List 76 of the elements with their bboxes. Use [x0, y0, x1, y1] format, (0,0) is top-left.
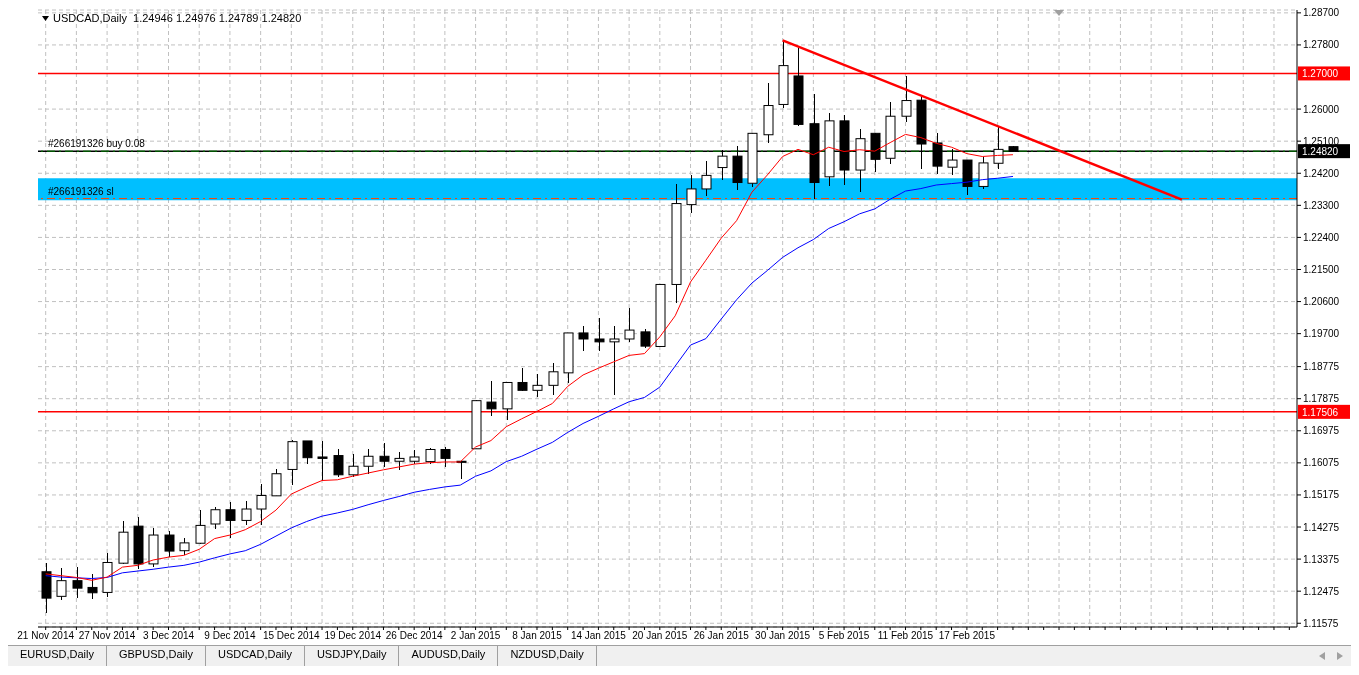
y-tick-label: 1.14275 [1303, 521, 1340, 533]
candlestick [640, 327, 651, 350]
text: NZDUSD,Daily [498, 646, 597, 666]
y-tick-label: 1.19700 [1303, 328, 1340, 340]
candlestick [701, 160, 712, 198]
chart-title: USDCAD,Daily 1.24946 1.24976 1.24789 1.24820 [53, 12, 302, 24]
candlestick [210, 506, 221, 530]
y-tick-label: 1.11575 [1303, 617, 1339, 629]
ref-line-label: #266191326 buy 0.08 [48, 138, 146, 150]
candlestick [87, 573, 98, 600]
y-tick-label: 1.16975 [1303, 425, 1340, 437]
x-tick-label: 15 Dec 2014 [262, 630, 321, 642]
x-tick-label: 8 Jan 2015 [512, 630, 563, 642]
y-tick-label: 1.24200 [1303, 167, 1340, 179]
x-tick-label: 20 Jan 2015 [632, 630, 688, 642]
x-tick-label: 11 Feb 2015 [877, 630, 934, 642]
y-tick-label: 1.17875 [1303, 393, 1340, 405]
ref-line-label: 1.24820 [1302, 146, 1339, 158]
x-tick-label: 9 Dec 2014 [204, 630, 256, 642]
candlestick [609, 325, 620, 396]
y-tick-label: 1.25100 [1303, 135, 1340, 147]
y-tick-label: 1.21500 [1303, 264, 1340, 276]
ref-line-label: 1.27000 [1302, 68, 1339, 80]
candlestick [317, 439, 328, 482]
y-tick-label: 1.12475 [1303, 585, 1340, 597]
candlestick [302, 439, 313, 465]
candlestick [901, 75, 912, 123]
text: USDJPY,Daily [304, 646, 400, 666]
candlestick [978, 156, 989, 190]
y-tick-label: 1.15175 [1303, 489, 1340, 501]
candlestick [72, 566, 83, 599]
x-tick-label: 2 Jan 2015 [450, 630, 501, 642]
candlestick [486, 379, 497, 417]
candlestick [164, 530, 175, 559]
candlestick [578, 325, 589, 352]
y-tick-label: 1.23300 [1303, 199, 1340, 211]
ref-line-label: #266191326 sl [48, 185, 114, 197]
x-tick-label: 3 Dec 2014 [142, 630, 195, 642]
y-tick-label: 1.20600 [1303, 296, 1340, 308]
x-tick-label: 26 Jan 2015 [693, 630, 750, 642]
x-tick-label: 5 Feb 2015 [818, 630, 870, 642]
candlestick [440, 446, 451, 469]
candlestick [241, 500, 252, 526]
text: AUDUSD,Daily [399, 646, 499, 666]
candlestick [594, 317, 605, 352]
x-tick-label: 30 Jan 2015 [755, 630, 811, 642]
x-tick-label: 27 Nov 2014 [78, 630, 136, 642]
text: USDCAD,Daily [205, 646, 305, 666]
y-tick-label: 1.22400 [1303, 231, 1340, 243]
candlestick [225, 501, 236, 539]
y-tick-label: 1.27800 [1303, 39, 1340, 51]
ref-line-label: 1.17506 [1302, 406, 1339, 418]
candlestick [624, 306, 635, 343]
candlestick [394, 450, 405, 471]
x-tick-label: 26 Dec 2014 [385, 630, 443, 642]
y-tick-label: 1.18775 [1303, 361, 1340, 373]
candlestick [195, 509, 206, 546]
x-tick-label: 17 Feb 2015 [938, 630, 996, 642]
x-tick-label: 14 Jan 2015 [570, 630, 627, 642]
candlestick [56, 567, 67, 602]
candlestick [379, 441, 390, 469]
candlestick [363, 448, 374, 475]
y-tick-label: 1.16075 [1303, 457, 1340, 469]
text: EURUSD,Daily [8, 646, 107, 666]
candlestick [548, 362, 559, 396]
x-tick-label: 21 Nov 2014 [17, 630, 75, 642]
candlestick [532, 373, 543, 398]
candlestick [686, 174, 697, 214]
y-tick-label: 1.28700 [1303, 7, 1340, 19]
candlestick [256, 483, 267, 526]
candlestick [271, 467, 282, 497]
candlestick [333, 448, 344, 478]
y-tick-label: 1.26000 [1303, 103, 1340, 115]
x-tick-label: 19 Dec 2014 [324, 630, 382, 642]
y-tick-label: 1.13375 [1303, 553, 1340, 565]
text: GBPUSD,Daily [106, 646, 206, 666]
